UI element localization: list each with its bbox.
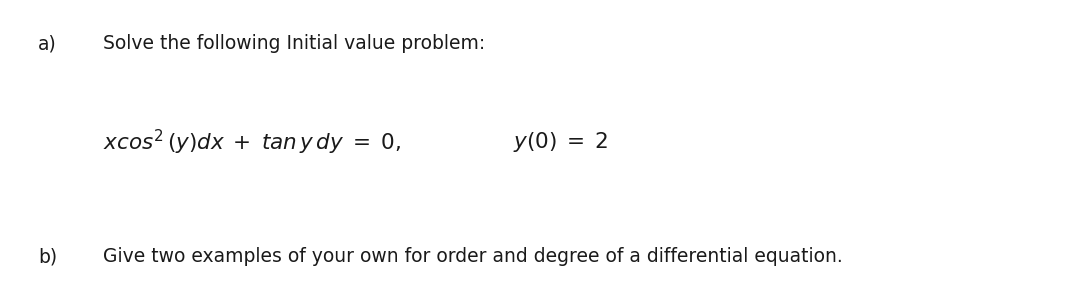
Text: $xcos^2\,(y)dx\; +\; tan\,y\,dy\; =\; 0,$: $xcos^2\,(y)dx\; +\; tan\,y\,dy\; =\; 0,…: [103, 128, 400, 156]
Text: $y(0)\; =\; 2$: $y(0)\; =\; 2$: [513, 130, 609, 154]
Text: a): a): [38, 34, 56, 53]
Text: Give two examples of your own for order and degree of a differential equation.: Give two examples of your own for order …: [103, 247, 842, 266]
Text: Solve the following Initial value problem:: Solve the following Initial value proble…: [103, 34, 485, 53]
Text: b): b): [38, 247, 57, 266]
